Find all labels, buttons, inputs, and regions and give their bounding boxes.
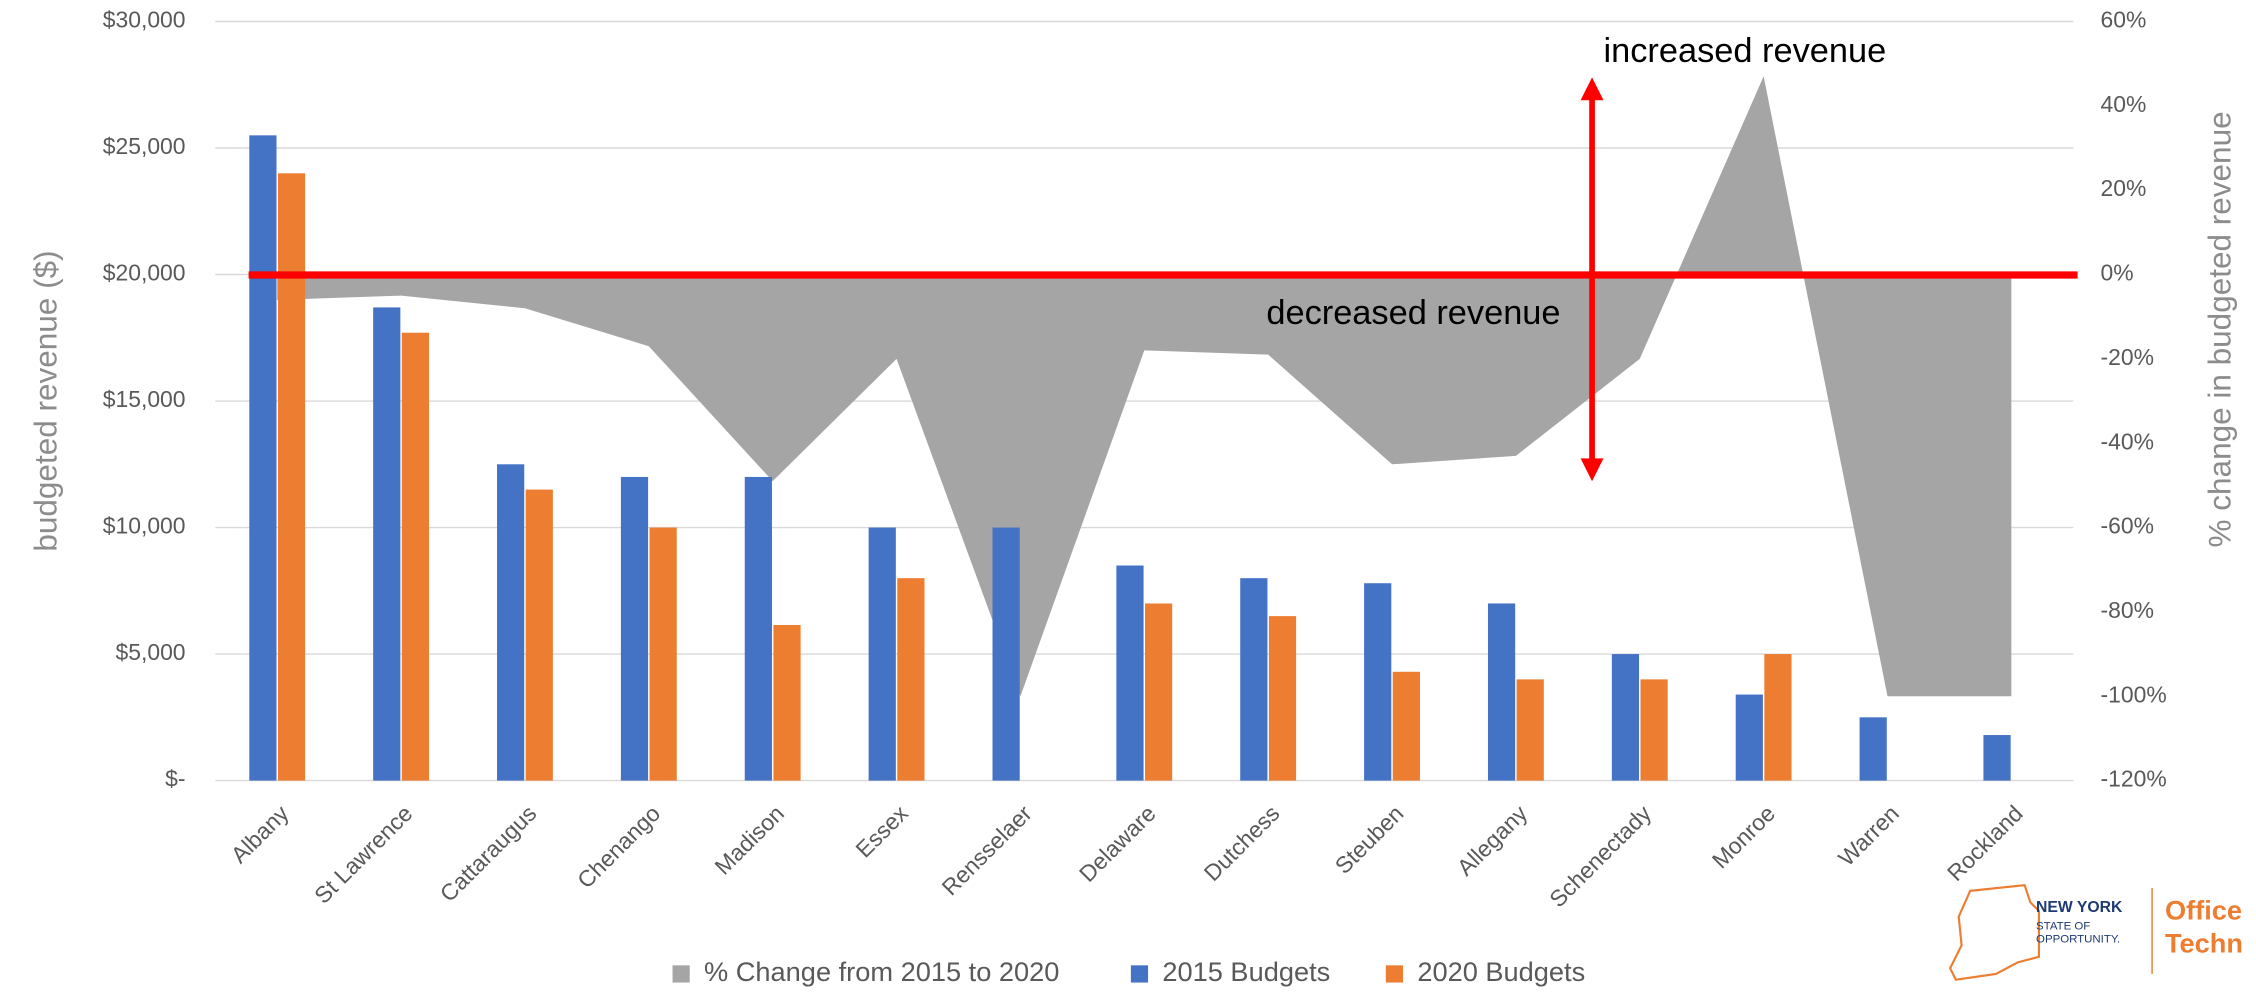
x-tick-label: Allegany [1452, 800, 1533, 881]
x-tick-label: Albany [226, 800, 294, 868]
x-tick-label: Steuben [1330, 800, 1409, 879]
bar [1364, 583, 1392, 781]
y2-tick-label: -100% [2101, 681, 2167, 707]
x-tick-label: Rockland [1942, 800, 2028, 886]
y2-axis-label: % change in budgeted revenue [2202, 111, 2238, 547]
y2-tick-label: 0% [2101, 260, 2134, 286]
bar [1983, 735, 2011, 781]
y2-tick-label: -60% [2101, 513, 2154, 539]
x-tick-label: St Lawrence [309, 800, 417, 908]
bar [249, 135, 277, 781]
bar [1640, 679, 1668, 781]
x-tick-label: Monroe [1707, 800, 1780, 873]
bar [497, 464, 525, 781]
arrow-head-up [1580, 77, 1604, 101]
y-tick-label: $10,000 [103, 513, 186, 539]
annotation-layer: increased revenue decreased revenue budg… [27, 32, 2243, 981]
x-tick-label: Essex [850, 800, 913, 863]
y-tick-label: $- [165, 766, 185, 792]
bar [1240, 578, 1268, 781]
legend-label: % Change from 2015 to 2020 [704, 956, 1059, 987]
y2-tick-label: -80% [2101, 597, 2154, 623]
bar [373, 307, 401, 781]
y-tick-label: $25,000 [103, 133, 186, 159]
bar [1516, 679, 1544, 781]
y2-tick-label: 20% [2101, 175, 2147, 201]
logo: NEW YORK STATE OF OPPORTUNITY. Office Te… [1948, 883, 2243, 981]
bar [1116, 565, 1144, 781]
arrow-head-down [1580, 458, 1604, 482]
bar [525, 489, 553, 781]
bar [1859, 717, 1887, 781]
logo-text: Techn [2165, 927, 2243, 958]
annotation: decreased revenue [1266, 294, 1560, 332]
bar [620, 476, 649, 781]
legend-swatch [1130, 965, 1149, 983]
bar [773, 624, 801, 781]
y2-tick-label: -40% [2101, 428, 2154, 454]
x-tick-label: Cattaraugus [435, 800, 542, 907]
y-tick-label: $15,000 [103, 386, 186, 412]
bar [1735, 694, 1763, 781]
bar [1611, 654, 1640, 781]
logo-text: OPPORTUNITY. [2036, 934, 2120, 946]
x-tick-label: Madison [709, 800, 789, 880]
y-axis-label: budgeted revenue ($) [27, 250, 63, 551]
bar [992, 527, 1020, 781]
y2-tick-label: 40% [2101, 91, 2147, 117]
bar [897, 578, 925, 781]
annotation: increased revenue [1604, 32, 1887, 70]
legend-swatch [1385, 965, 1403, 983]
bar [744, 476, 772, 781]
logo-text: Office [2165, 895, 2242, 926]
legend-label: 2015 Budgets [1162, 956, 1330, 987]
legend-swatch [672, 965, 690, 983]
x-tick-label: Dutchess [1199, 800, 1285, 886]
x-tick-label: Warren [1833, 800, 1904, 871]
x-tick-label: Schenectady [1544, 800, 1656, 912]
bar [1392, 671, 1420, 781]
bar [1145, 603, 1173, 781]
bar [1764, 654, 1792, 781]
bar [1268, 616, 1297, 781]
bar [868, 527, 896, 781]
y2-tick-label: -20% [2101, 344, 2154, 370]
y-tick-label: $5,000 [115, 639, 185, 665]
legend-label: 2020 Budgets [1417, 956, 1585, 987]
bar [401, 332, 430, 781]
logo-text: STATE OF [2036, 921, 2090, 933]
bar [1487, 603, 1516, 781]
y2-tick-label: -120% [2101, 766, 2167, 792]
logo-map [1948, 883, 2041, 981]
y-tick-label: $20,000 [103, 260, 186, 286]
x-tick-label: Chenango [572, 800, 665, 893]
x-tick-label: Rensselaer [937, 800, 1038, 901]
logo-text: NEW YORK [2036, 899, 2123, 916]
y2-tick-label: 60% [2101, 7, 2147, 33]
bar [277, 173, 306, 781]
y-tick-label: $30,000 [103, 7, 186, 33]
x-tick-label: Delaware [1074, 800, 1161, 887]
bar-layer [249, 135, 2011, 781]
bar [649, 527, 677, 781]
